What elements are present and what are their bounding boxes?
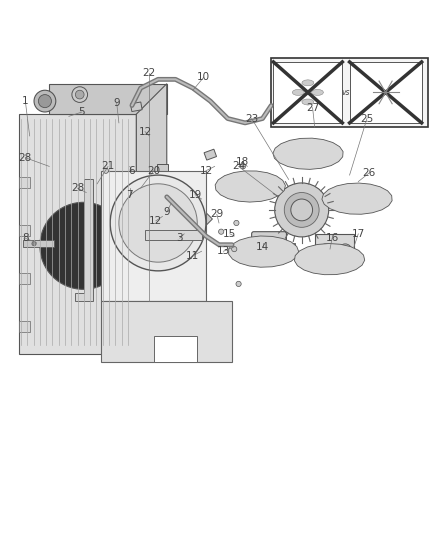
Circle shape (32, 241, 36, 246)
Text: 9: 9 (113, 98, 120, 108)
Circle shape (103, 168, 109, 173)
Circle shape (232, 246, 237, 252)
Polygon shape (311, 90, 324, 95)
Polygon shape (215, 171, 286, 202)
Text: 12: 12 (138, 126, 152, 136)
Polygon shape (229, 236, 299, 267)
Text: 16: 16 (325, 233, 339, 243)
Bar (315, 234, 354, 266)
Bar (350, 62, 422, 123)
Circle shape (34, 90, 56, 112)
Text: 14: 14 (256, 242, 269, 252)
Text: 8: 8 (22, 233, 28, 243)
Text: 12: 12 (149, 216, 162, 226)
Circle shape (291, 199, 313, 221)
Text: 21: 21 (101, 161, 115, 172)
Bar (19, 321, 30, 332)
Text: 6: 6 (129, 166, 135, 176)
Circle shape (110, 175, 206, 271)
Text: vs: vs (341, 88, 350, 97)
Polygon shape (49, 84, 167, 114)
Circle shape (339, 244, 352, 257)
Bar (271, 58, 428, 127)
FancyBboxPatch shape (252, 232, 286, 260)
Circle shape (275, 183, 328, 237)
Circle shape (319, 244, 332, 257)
Circle shape (40, 203, 127, 289)
Bar (19, 273, 30, 284)
Bar (19, 225, 30, 236)
Text: 3: 3 (177, 233, 183, 243)
Circle shape (240, 164, 246, 169)
Bar (102, 171, 206, 301)
Polygon shape (302, 99, 314, 105)
Text: 25: 25 (360, 114, 374, 124)
Polygon shape (19, 114, 136, 353)
Bar (154, 336, 197, 362)
Polygon shape (302, 80, 314, 86)
Polygon shape (75, 180, 93, 301)
Text: 18: 18 (237, 157, 250, 167)
Text: 26: 26 (363, 168, 376, 178)
Circle shape (236, 281, 241, 287)
Polygon shape (294, 244, 365, 274)
Bar (204, 149, 216, 160)
Text: 28: 28 (71, 183, 84, 193)
Circle shape (219, 229, 224, 235)
Text: 11: 11 (186, 251, 200, 261)
Bar (157, 164, 168, 172)
Text: 28: 28 (19, 152, 32, 163)
Text: 19: 19 (188, 190, 201, 200)
Text: 17: 17 (352, 229, 365, 239)
Text: 22: 22 (143, 68, 156, 78)
Bar (102, 301, 232, 362)
Text: 7: 7 (127, 190, 133, 200)
Text: 10: 10 (197, 72, 210, 82)
Circle shape (39, 94, 51, 108)
Polygon shape (136, 84, 167, 353)
Text: 1: 1 (22, 96, 28, 106)
Bar (23, 240, 53, 247)
Bar (19, 177, 30, 188)
Text: 5: 5 (78, 107, 85, 117)
Bar (199, 214, 212, 227)
Bar (284, 243, 295, 254)
Bar (131, 102, 142, 111)
Circle shape (234, 220, 239, 225)
Text: 9: 9 (163, 207, 170, 217)
Text: 23: 23 (245, 114, 258, 124)
Bar (273, 62, 343, 123)
Polygon shape (292, 90, 304, 95)
Circle shape (119, 184, 197, 262)
Polygon shape (273, 138, 343, 169)
Text: 13: 13 (217, 246, 230, 256)
Text: 27: 27 (306, 103, 319, 112)
Circle shape (75, 90, 84, 99)
Bar (145, 230, 201, 240)
Text: 12: 12 (199, 166, 212, 176)
Text: 15: 15 (223, 229, 237, 239)
Circle shape (265, 243, 272, 249)
Text: 24: 24 (232, 161, 245, 172)
Circle shape (284, 192, 319, 228)
Text: 29: 29 (210, 209, 223, 219)
Circle shape (72, 87, 88, 102)
Polygon shape (322, 183, 392, 214)
Text: 20: 20 (147, 166, 160, 176)
